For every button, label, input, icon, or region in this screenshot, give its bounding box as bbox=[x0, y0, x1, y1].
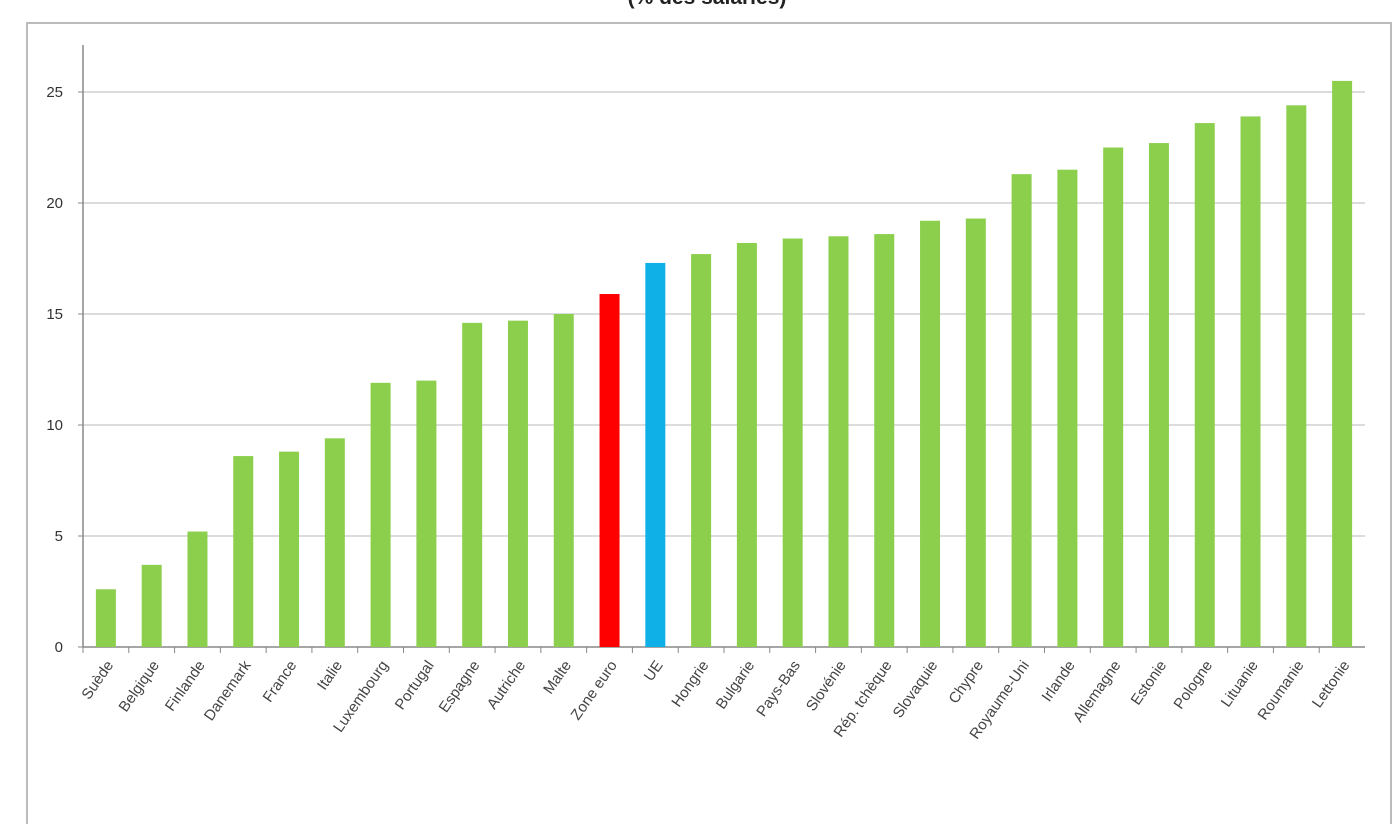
bar-ue bbox=[645, 262, 666, 647]
bar-belgique bbox=[141, 564, 162, 647]
y-tick-label: 25 bbox=[46, 84, 63, 101]
bar-slov-nie bbox=[828, 236, 849, 648]
x-tick-label: Espagne bbox=[436, 658, 484, 716]
bar-luxembourg bbox=[370, 382, 391, 647]
bar-hongrie bbox=[691, 254, 712, 647]
x-tick-label: Estonie bbox=[1128, 658, 1171, 709]
x-tick-label: UE bbox=[641, 658, 667, 685]
bar-allemagne bbox=[1103, 147, 1124, 647]
x-tick-label: Roumanie bbox=[1254, 658, 1307, 724]
y-tick-label: 5 bbox=[55, 528, 63, 545]
bar-lettonie bbox=[1332, 80, 1353, 647]
x-tick-label: Pologne bbox=[1171, 658, 1217, 713]
x-tick-label: Lettonie bbox=[1309, 658, 1354, 711]
y-tick-label: 20 bbox=[46, 195, 63, 212]
bar-pays-bas bbox=[782, 238, 803, 647]
bar-chypre bbox=[965, 218, 986, 648]
x-tick-label: Belgique bbox=[116, 658, 163, 716]
x-tick-label: Suède bbox=[78, 658, 117, 703]
x-tick-label: Malte bbox=[540, 658, 575, 698]
x-tick-label: Bulgarie bbox=[713, 658, 758, 713]
bar-lituanie bbox=[1240, 116, 1261, 648]
bar-pologne bbox=[1194, 123, 1215, 647]
bar-danemark bbox=[233, 456, 254, 647]
x-tick-label: Italie bbox=[314, 658, 346, 694]
bar-irlande bbox=[1057, 169, 1078, 647]
y-tick-label: 0 bbox=[55, 639, 63, 656]
x-tick-label: Lituanie bbox=[1218, 658, 1262, 711]
x-tick-label: Portugal bbox=[392, 658, 438, 714]
x-tick-label: Hongrie bbox=[668, 658, 712, 711]
bar-espagne bbox=[462, 322, 483, 647]
bar-estonie bbox=[1148, 143, 1169, 647]
x-tick-label: Slovénie bbox=[803, 658, 850, 715]
x-tick-label: Pays-Bas bbox=[753, 658, 804, 720]
bar-finlande bbox=[187, 531, 208, 647]
x-tick-label: Finlande bbox=[162, 658, 209, 715]
x-tick-label: Danemark bbox=[201, 657, 255, 724]
y-tick-label: 10 bbox=[46, 417, 63, 434]
bar-portugal bbox=[416, 380, 437, 647]
bar-france bbox=[279, 451, 300, 647]
bar-r-p-tch-que bbox=[874, 234, 895, 647]
y-tick-label: 15 bbox=[46, 306, 63, 323]
x-tick-label: Chypre bbox=[945, 658, 987, 707]
bar-italie bbox=[324, 438, 345, 647]
x-tick-label: Slovaquie bbox=[890, 658, 942, 722]
bar-zone-euro bbox=[599, 294, 620, 647]
bar-bulgarie bbox=[736, 242, 757, 647]
x-tick-label: France bbox=[260, 658, 301, 706]
bar-royaume-uni bbox=[1011, 174, 1032, 647]
chart-title: (% des salariés) bbox=[0, 0, 1400, 10]
x-tick-label: Irlande bbox=[1038, 658, 1078, 705]
x-tick-label: Autriche bbox=[484, 658, 529, 713]
x-tick-label: Zone euro bbox=[568, 658, 621, 724]
bar-slovaquie bbox=[920, 220, 941, 647]
bar-su-de bbox=[95, 589, 116, 647]
chart-frame bbox=[26, 22, 1392, 824]
bar-roumanie bbox=[1286, 105, 1307, 647]
bar-autriche bbox=[507, 320, 528, 647]
bar-malte bbox=[553, 314, 574, 647]
